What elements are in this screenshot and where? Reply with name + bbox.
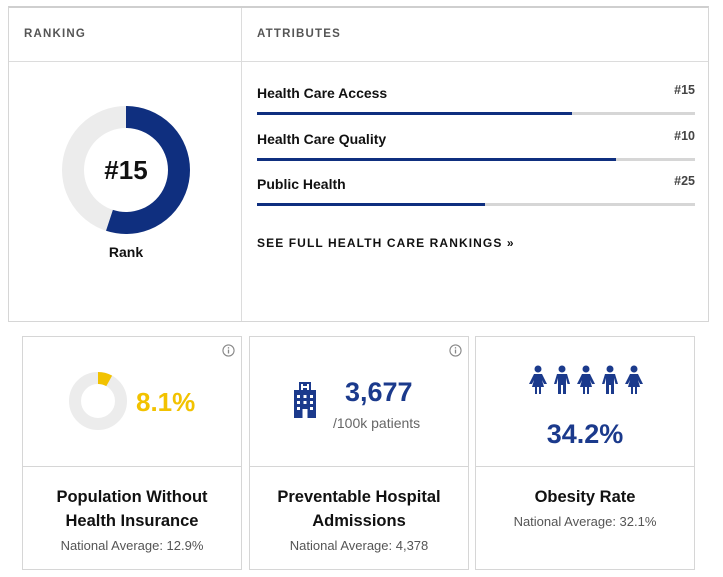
card-title: Obesity Rate [534,488,636,506]
card-uninsured: 8.1% Population Without Health Insurance… [22,336,242,570]
info-icon[interactable] [222,344,235,357]
rank-value: #15 [104,154,148,185]
ranking-heading: RANKING [24,28,87,40]
uninsured-value: 8.1% [136,387,196,417]
attribute-bar-fill [257,158,617,161]
card-divider [250,466,468,467]
card-obesity: 34.2% Obesity Rate National Average: 32.… [475,336,695,570]
national-average: National Average: 32.1% [513,514,657,529]
attributes-heading: ATTRIBUTES [257,28,341,40]
card-title-line-2: Health Insurance [65,512,199,530]
rank-donut-chart: #15 [62,106,190,234]
attribute-name: Health Care Quality [257,131,387,147]
attribute-bar-track [257,112,695,115]
info-icon[interactable] [449,344,462,357]
card-title: Preventable Hospital Admissions [250,485,468,533]
attribute-row-public-health: Public Health #25 [257,174,695,216]
obesity-value: 34.2% [546,419,624,449]
header-divider [9,61,708,62]
rank-caption: Rank [108,244,144,260]
hospital-building-icon [294,382,316,418]
attribute-rank: #10 [674,129,695,143]
attribute-rank: #25 [674,174,695,188]
rank-donut-arc [62,106,190,234]
card-title-line-2: Admissions [312,512,406,530]
uninsured-donut-chart [69,372,127,430]
uninsured-donut-track [69,372,127,430]
ranking-panel: RANKING ATTRIBUTES #15 Rank Health Care … [8,6,709,322]
card-divider [23,466,241,467]
attribute-row-health-care-quality: Health Care Quality #10 [257,129,695,171]
see-full-rankings-link[interactable]: SEE FULL HEALTH CARE RANKINGS » [257,236,515,250]
people-icon [529,365,643,394]
attribute-bar-fill [257,203,485,206]
admissions-value: 3,677 [345,377,413,407]
card-title-line-1: Population Without [56,488,208,506]
attribute-row-health-care-access: Health Care Access #15 [257,83,695,125]
uninsured-donut-arc [69,372,127,430]
national-average: National Average: 4,378 [289,538,429,553]
column-divider [241,8,242,321]
attribute-rank: #15 [674,83,695,97]
admissions-unit: /100k patients [333,415,421,431]
attribute-name: Public Health [257,176,346,192]
attribute-name: Health Care Access [257,85,388,101]
attribute-bar-track [257,203,695,206]
attribute-bar-fill [257,112,573,115]
card-title-line-1: Preventable Hospital [277,488,441,506]
card-title: Population Without Health Insurance [23,485,241,533]
national-average: National Average: 12.9% [60,538,204,553]
card-divider [476,466,694,467]
card-preventable-admissions: 3,677 /100k patients Preventable Hospita… [249,336,469,570]
attribute-bar-track [257,158,695,161]
